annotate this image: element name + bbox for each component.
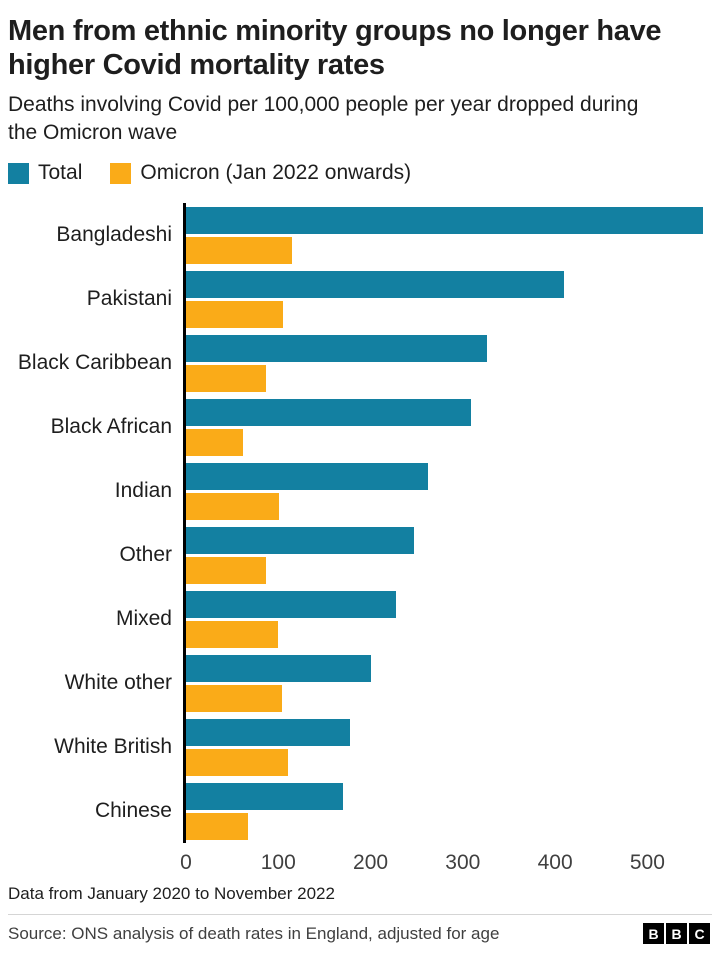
legend-label: Total (38, 161, 83, 185)
bar-total (186, 782, 343, 810)
x-tick-label: 200 (353, 851, 389, 875)
bar-total (186, 718, 351, 746)
bar-total (186, 590, 397, 618)
bar-total (186, 270, 565, 298)
x-tick-label: 500 (629, 851, 665, 875)
category-label: Mixed (115, 607, 172, 631)
bar-group (186, 203, 712, 267)
category-label: Black African (50, 415, 172, 439)
x-tick-label: 0 (180, 851, 192, 875)
chart-row: Mixed (8, 587, 712, 651)
bar-group (186, 715, 712, 779)
bar-omicron (186, 236, 293, 264)
chart-row: Black Caribbean (8, 331, 712, 395)
legend-label: Omicron (Jan 2022 onwards) (140, 161, 412, 185)
bbc-logo-block: C (689, 923, 710, 944)
bar-group (186, 587, 712, 651)
category-label: Indian (114, 479, 172, 503)
bar-omicron (186, 364, 267, 392)
chart-rows: Bangladeshi Pakistani Black Caribbean Black… (8, 203, 712, 844)
chart-subtitle: Deaths involving Covid per 100,000 peopl… (8, 93, 639, 144)
bar-total (186, 206, 703, 234)
chart-row: Black African (8, 395, 712, 459)
bar-total (186, 462, 428, 490)
bbc-logo-block: B (643, 923, 664, 944)
bar-omicron (186, 812, 248, 840)
category-label: White British (54, 735, 172, 759)
x-tick-label: 400 (537, 851, 573, 875)
chart-row: White other (8, 651, 712, 715)
category-label: Other (119, 543, 172, 567)
x-tick-label: 300 (445, 851, 481, 875)
bar-group (186, 523, 712, 587)
bar-chart: Bangladeshi Pakistani Black Caribbean Black… (8, 203, 712, 881)
chart-row: Bangladeshi (8, 203, 712, 267)
bar-omicron (186, 748, 288, 776)
chart-row: Other (8, 523, 712, 587)
bar-total (186, 334, 487, 362)
bar-group (186, 459, 712, 523)
category-label: Chinese (94, 799, 172, 823)
bar-omicron (186, 620, 279, 648)
category-label: White other (64, 671, 172, 695)
chart-row: White British (8, 715, 712, 779)
chart-title: Men from ethnic minority groups no longe… (8, 15, 662, 82)
bar-total (186, 398, 472, 426)
bar-omicron (186, 684, 282, 712)
bar-total (186, 526, 414, 554)
bbc-logo-icon: B B C (643, 923, 710, 944)
bar-omicron (186, 492, 280, 520)
footer: Data from January 2020 to November 2022 … (8, 884, 712, 954)
chart-row: Chinese (8, 779, 712, 843)
source-bar: Source: ONS analysis of death rates in E… (8, 914, 712, 954)
category-label: Pakistani (86, 287, 172, 311)
legend-swatch (110, 162, 132, 184)
source-text: Source: ONS analysis of death rates in E… (8, 923, 500, 943)
bar-group (186, 331, 712, 395)
x-axis: 0 100 200 300 400 500 (180, 847, 712, 881)
bar-omicron (186, 428, 244, 456)
x-tick-label: 100 (260, 851, 296, 875)
legend: Total Omicron (Jan 2022 onwards) (8, 161, 712, 185)
chart-row: Pakistani (8, 267, 712, 331)
legend-item: Total (8, 161, 82, 185)
bar-omicron (186, 556, 267, 584)
legend-swatch (8, 162, 29, 184)
bar-total (186, 654, 371, 682)
data-range-note: Data from January 2020 to November 2022 (8, 884, 335, 903)
bar-group (186, 651, 712, 715)
bbc-logo-block: B (666, 923, 687, 944)
chart-row: Indian (8, 459, 712, 523)
bar-omicron (186, 300, 283, 328)
legend-item: Omicron (Jan 2022 onwards) (110, 161, 411, 185)
category-label: Bangladeshi (56, 223, 172, 247)
bar-group (186, 395, 712, 459)
bar-group (186, 779, 712, 843)
category-label: Black Caribbean (17, 351, 172, 375)
bar-group (186, 267, 712, 331)
